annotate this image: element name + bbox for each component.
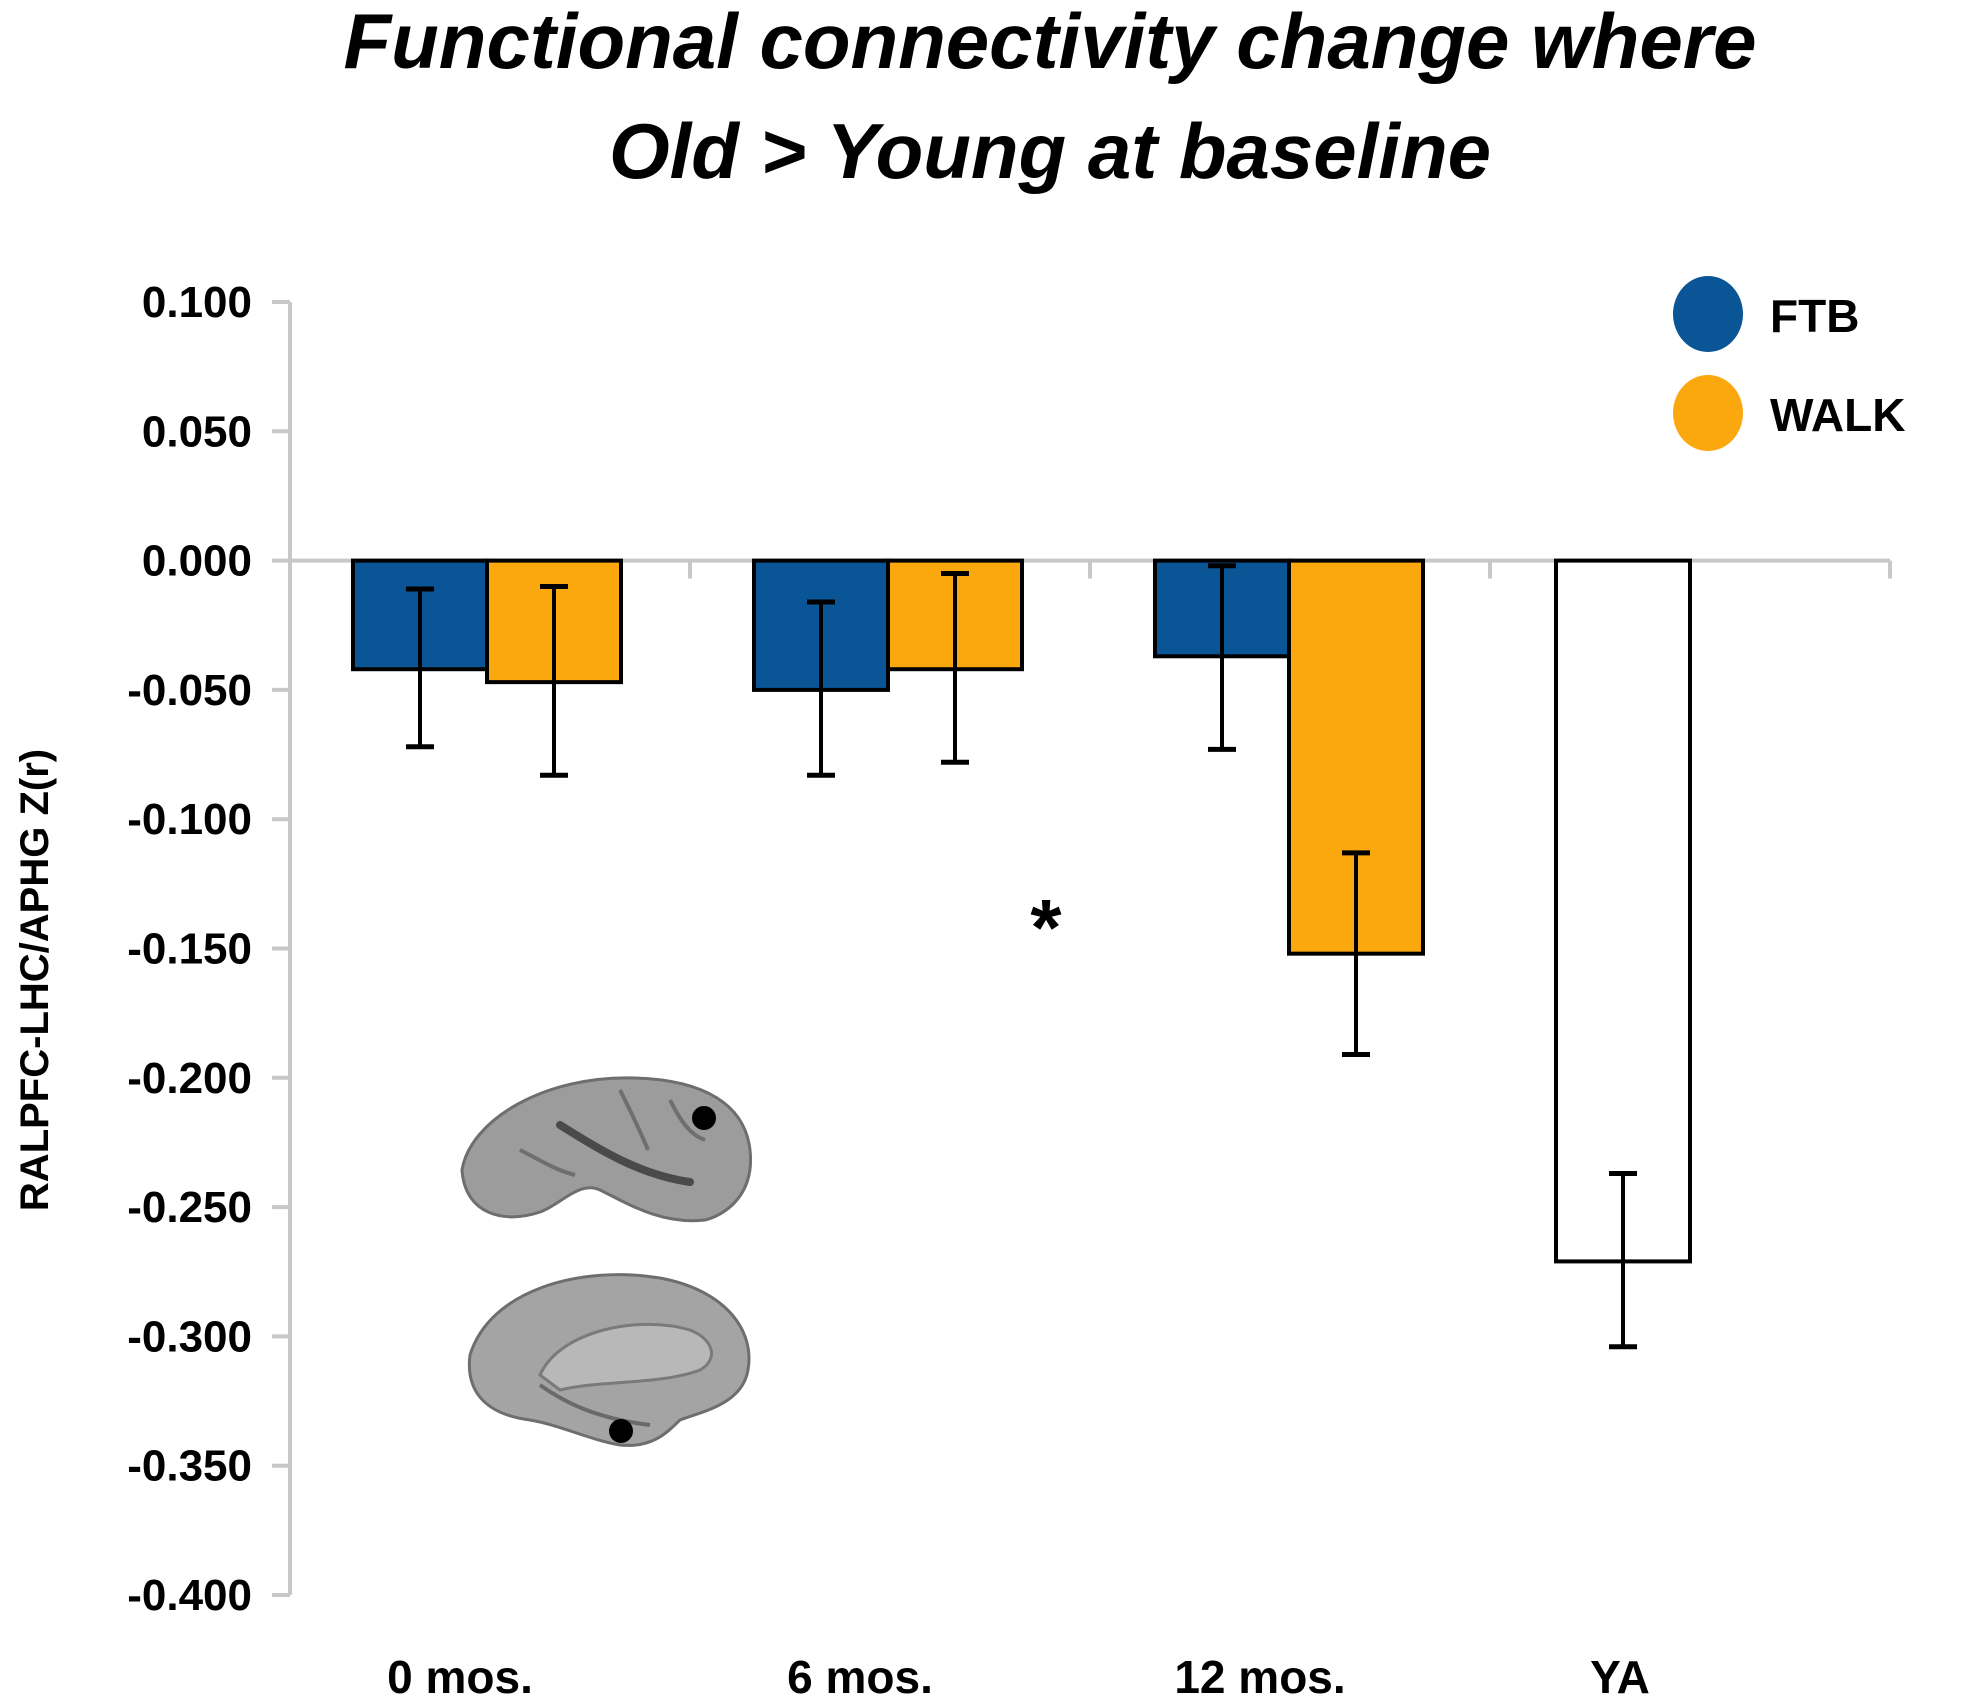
legend-swatch-ftb	[1673, 276, 1743, 352]
y-tick-label: -0.350	[127, 1442, 252, 1491]
y-tick-label: 0.000	[142, 537, 252, 586]
x-category-label: 6 mos.	[787, 1651, 933, 1703]
y-tick-label: -0.200	[127, 1054, 252, 1103]
y-tick-label: 0.050	[142, 407, 252, 456]
significance-asterisk: *	[1030, 883, 1062, 972]
x-category-label: YA	[1590, 1651, 1650, 1703]
legend-label-walk: WALK	[1770, 389, 1905, 441]
y-axis-label: RALPFC-LHC/APHG Z(r)	[13, 749, 57, 1211]
seed-dot-lateral	[692, 1106, 716, 1130]
seed-dot-medial	[609, 1419, 633, 1443]
y-tick-label: -0.150	[127, 925, 252, 974]
legend-label-ftb: FTB	[1770, 290, 1859, 342]
y-axis: 0.100 0.050 0.000 -0.050 -0.100 -0.150 -0.200 -…	[127, 278, 292, 1620]
y-tick-label: -0.400	[127, 1571, 252, 1620]
chart-title-line1: Functional connectivity change where	[344, 0, 1757, 85]
error-bars-group	[406, 563, 1637, 1350]
legend: FTB WALK	[1673, 276, 1905, 451]
y-tick-label: -0.300	[127, 1312, 252, 1361]
chart-title-line2: Old > Young at baseline	[609, 107, 1491, 195]
brain-inset-image	[460, 1076, 753, 1447]
x-category-label: 0 mos.	[387, 1651, 533, 1703]
y-tick-label: -0.100	[127, 795, 252, 844]
legend-swatch-walk	[1673, 375, 1743, 451]
x-category-label: 12 mos.	[1174, 1651, 1345, 1703]
y-tick-label: 0.100	[142, 278, 252, 327]
y-tick-label: -0.050	[127, 666, 252, 715]
brain-medial-view	[467, 1273, 751, 1447]
brain-lateral-view	[460, 1076, 753, 1223]
y-tick-label: -0.250	[127, 1183, 252, 1232]
bar-ya-3	[1554, 558, 1692, 1264]
